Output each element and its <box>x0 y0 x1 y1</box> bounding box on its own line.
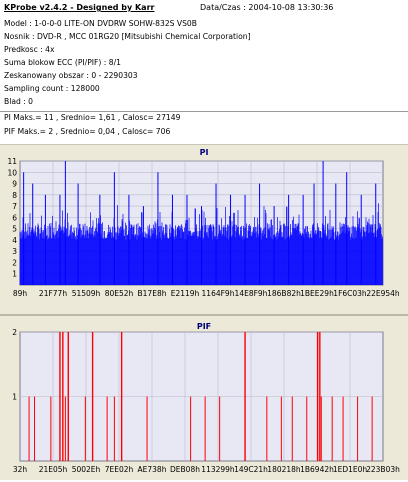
pi-y-tick: 8 <box>12 191 17 200</box>
pi-x-tick: B17E8h <box>138 289 167 298</box>
pi-y-tick: 3 <box>12 247 17 256</box>
info-speed: Predkosc : 4x <box>4 45 55 54</box>
app-title: KProbe v2.4.2 - Designed by Karr <box>4 3 155 12</box>
pif-x-tick: AE738h <box>138 465 167 474</box>
pi-x-tick: 51509h <box>72 289 101 298</box>
pi-series <box>19 161 383 285</box>
pi-y-tick: 7 <box>12 202 17 211</box>
info-sampling-count: Sampling count : 128000 <box>4 84 100 93</box>
pi-y-tick: 6 <box>12 213 17 222</box>
pi-y-tick: 10 <box>7 168 17 177</box>
info-media: Nosnik : DVD-R , MCC 01RG20 [Mitsubishi … <box>4 32 251 41</box>
pif-series <box>28 332 373 461</box>
info-header: KProbe v2.4.2 - Designed by Karr Data/Cz… <box>4 3 404 15</box>
pi-y-tick: 5 <box>12 225 17 234</box>
info-ecc-blocks: Suma blokow ECC (PI/PIF) : 8/1 <box>4 58 121 67</box>
scan-date: Data/Czas : 2004-10-08 13:30:36 <box>200 3 334 12</box>
pif-x-tick: DEB08h <box>170 465 200 474</box>
pi-x-tick: 21F77h <box>39 289 67 298</box>
pif-chart: 1 2 32h 21E05h 5002Eh 7EE02h AE738h DEB08h 11329… <box>12 328 400 474</box>
pi-x-tick: 14E8F9h <box>235 289 268 298</box>
pif-x-tick: 21E05h <box>39 465 68 474</box>
pi-x-tick: 80E52h <box>105 289 134 298</box>
pi-chart-panel: PI 1 2 3 4 5 6 7 8 9 10 11 89h 21F77h 51509h 80E52h B17… <box>0 144 408 314</box>
pif-y-tick: 2 <box>12 328 17 337</box>
pif-chart-panel: PIF 1 2 32h 21E05h 5002Eh 7EE02h AE738h DEB08h 1… <box>0 314 408 480</box>
pif-x-tick: 149C21h <box>234 465 268 474</box>
pi-x-tick: 22E954h <box>366 289 400 298</box>
pif-x-tick: 223B03h <box>366 465 400 474</box>
pif-x-tick: 1B6942h <box>300 465 334 474</box>
pi-x-tick: 1164F9h <box>202 289 235 298</box>
pi-chart-title: PI <box>199 148 209 157</box>
pi-x-tick: 89h <box>13 289 28 298</box>
pi-x-tick: 1F6C03h <box>333 289 367 298</box>
pi-x-tick: 186B82h <box>267 289 301 298</box>
info-panel: KProbe v2.4.2 - Designed by Karr Data/Cz… <box>0 0 408 112</box>
pif-x-tick: 1ED1E0h <box>333 465 368 474</box>
info-scanned-area: Zeskanowany obszar : 0 - 2290303 <box>4 71 138 80</box>
pi-y-tick: 4 <box>12 236 17 245</box>
pi-y-tick: 1 <box>12 270 17 279</box>
pi-x-tick: E2119h <box>171 289 200 298</box>
pif-x-tick: 32h <box>13 465 28 474</box>
pi-y-tick: 9 <box>12 180 17 189</box>
pif-x-tick: 5002Eh <box>72 465 101 474</box>
info-error: Blad : 0 <box>4 97 34 106</box>
pi-x-tick: 1BEE29h <box>300 289 334 298</box>
info-pi-summary: PI Maks.= 11 , Srednio= 1,61 , Calosc= 2… <box>4 113 181 122</box>
pi-y-tick: 2 <box>12 258 17 267</box>
pi-chart: 1 2 3 4 5 6 7 8 9 10 11 89h 21F77h 51509h 80E52h B17E8h… <box>7 157 400 298</box>
info-pif-summary: PIF Maks.= 2 , Srednio= 0,04 , Calosc= 7… <box>4 127 171 136</box>
pi-y-tick: 11 <box>7 157 17 166</box>
pif-y-tick: 1 <box>12 393 17 402</box>
pif-chart-title: PIF <box>196 322 212 331</box>
pif-x-tick: 7EE02h <box>105 465 134 474</box>
info-model: Model : 1-0-0-0 LITE-ON DVDRW SOHW-832S … <box>4 19 197 28</box>
pif-x-tick: 113299h <box>201 465 235 474</box>
pif-x-tick: 180218h <box>267 465 301 474</box>
